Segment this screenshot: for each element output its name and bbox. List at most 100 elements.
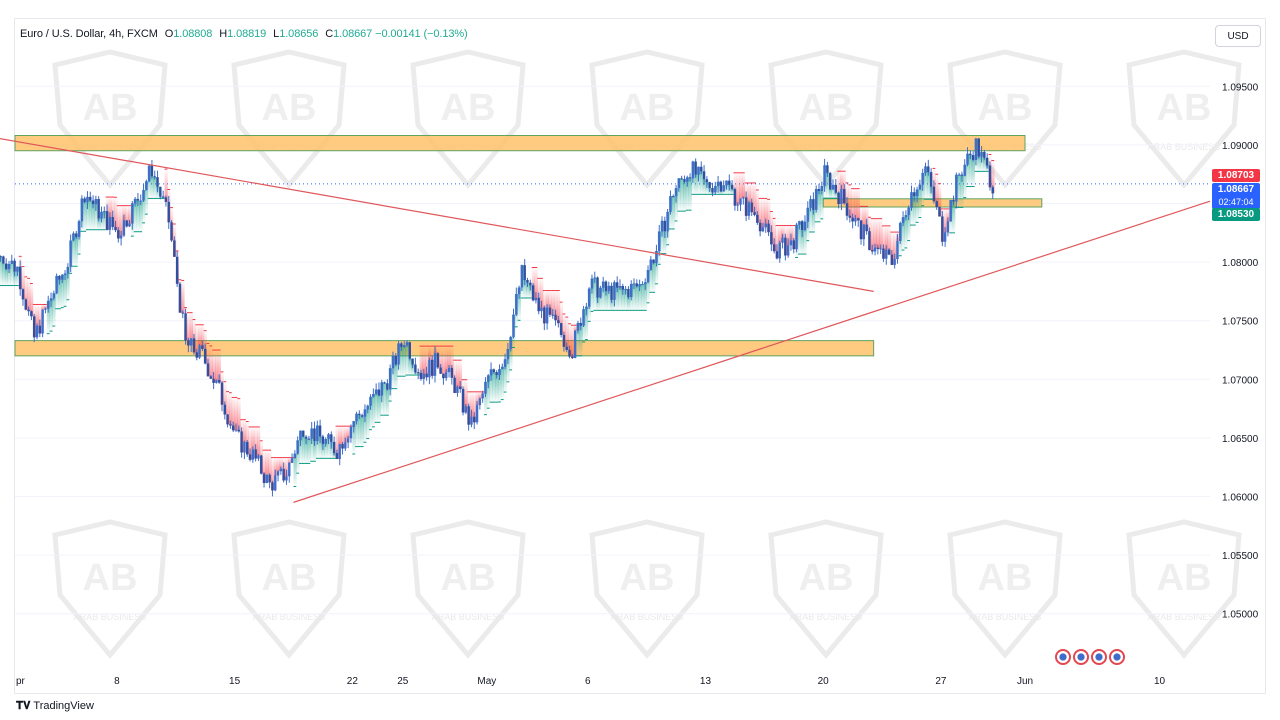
downtrend-fill [200, 324, 205, 349]
candle-body [543, 307, 546, 324]
candle-body [613, 282, 616, 300]
downtrend-fill [879, 218, 883, 249]
candle-body [285, 476, 288, 481]
candle-body [386, 383, 389, 390]
candle-body [716, 181, 720, 187]
downtrend-fill [419, 346, 423, 379]
downtrend-fill [786, 225, 790, 246]
uptrend-fill [0, 256, 3, 286]
uptrend-fill [526, 282, 530, 298]
candle-body [288, 462, 291, 477]
x-tick-label: 22 [347, 676, 359, 687]
candle-body [257, 455, 260, 459]
downtrend-fill [870, 218, 875, 252]
uptrend-fill [49, 298, 53, 332]
uptrend-fill [632, 283, 636, 311]
watermark-shield-icon [947, 519, 1063, 659]
uptrend-fill [498, 369, 502, 402]
candle-body [355, 413, 358, 422]
uptrend-fill [153, 177, 157, 199]
candle-body [21, 289, 25, 300]
candle-body [758, 222, 762, 232]
downtrend-fill [343, 426, 348, 443]
uptrend-fill [966, 153, 970, 187]
low-price-tag: 1.08530 [1212, 208, 1260, 221]
uptrend-fill [310, 428, 314, 462]
downtrend-fill [268, 450, 272, 483]
uptrend-fill [590, 278, 594, 312]
uptrend-fill [385, 389, 390, 416]
candle-body [885, 249, 888, 259]
tradingview-logo[interactable]: 𝐓𝐕 TradingView [16, 699, 94, 713]
candle-body [260, 455, 263, 474]
candle-body [742, 197, 745, 199]
candle-body [38, 325, 42, 334]
watermark-text: ARAB BUSINESS [969, 612, 1042, 622]
uptrend-fill [699, 171, 704, 195]
last-price-tag: 1.08667 02:47:04 [1212, 183, 1260, 209]
candle-body [736, 204, 739, 206]
economic-events[interactable] [1055, 649, 1127, 667]
uptrend-fill [615, 287, 619, 311]
flag-us-icon[interactable] [1055, 649, 1071, 665]
tradingview-logo-text: TradingView [33, 700, 94, 712]
candle-body [243, 441, 246, 453]
candle-body [840, 189, 843, 205]
candle-body [966, 153, 969, 165]
uptrend-fill [405, 342, 409, 376]
uptrend-fill [820, 186, 824, 219]
candle-body [834, 184, 838, 193]
candle-body [607, 285, 610, 292]
candle-body [517, 287, 521, 294]
candle-body [61, 274, 64, 280]
candle-body [223, 404, 227, 415]
downtrend-fill [442, 346, 446, 379]
candle-body [700, 166, 703, 172]
candle-body [512, 314, 515, 338]
downtrend-fill [946, 208, 950, 222]
candle-body [439, 367, 442, 374]
candle-body [663, 220, 667, 232]
candle-body [72, 233, 75, 241]
uptrend-fill [601, 281, 605, 311]
watermark-initials: AB [262, 557, 317, 599]
y-tick-label: 1.06500 [1222, 434, 1259, 445]
uptrend-fill [355, 413, 359, 447]
candle-body [789, 240, 793, 246]
candle-body [901, 217, 905, 223]
uptrend-fill [834, 192, 838, 199]
candle-body [879, 248, 882, 250]
downtrend-fill [234, 397, 238, 430]
downtrend-fill [198, 324, 202, 346]
uptrend-fill [649, 259, 653, 293]
uptrend-fill [968, 155, 973, 187]
downtrend-fill [761, 198, 765, 228]
uptrend-fill [500, 366, 505, 400]
candle-body [173, 240, 176, 257]
candle-body [899, 222, 902, 241]
candle-body [739, 198, 742, 205]
downtrend-fill [792, 225, 796, 250]
watermark-initials: AB [620, 87, 675, 129]
downtrend-fill [285, 457, 289, 477]
uptrend-fill [627, 297, 631, 311]
candle-body [705, 179, 709, 183]
candle-body [24, 299, 28, 310]
candle-body [274, 475, 277, 491]
downtrend-fill [35, 304, 39, 326]
candle-body [868, 231, 871, 251]
flag-eu-icon[interactable] [1109, 649, 1125, 665]
candle-body [865, 224, 868, 232]
downtrend-fill [217, 350, 222, 383]
candle-body [139, 200, 142, 202]
flag-us-icon[interactable] [1073, 649, 1089, 665]
uptrend-fill [677, 178, 681, 212]
currency-button[interactable]: USD [1215, 25, 1261, 47]
uptrend-fill [88, 200, 93, 230]
flag-eu-icon[interactable] [1091, 649, 1107, 665]
downtrend-fill [338, 426, 342, 445]
candle-body [694, 161, 697, 175]
candle-body [313, 428, 316, 442]
